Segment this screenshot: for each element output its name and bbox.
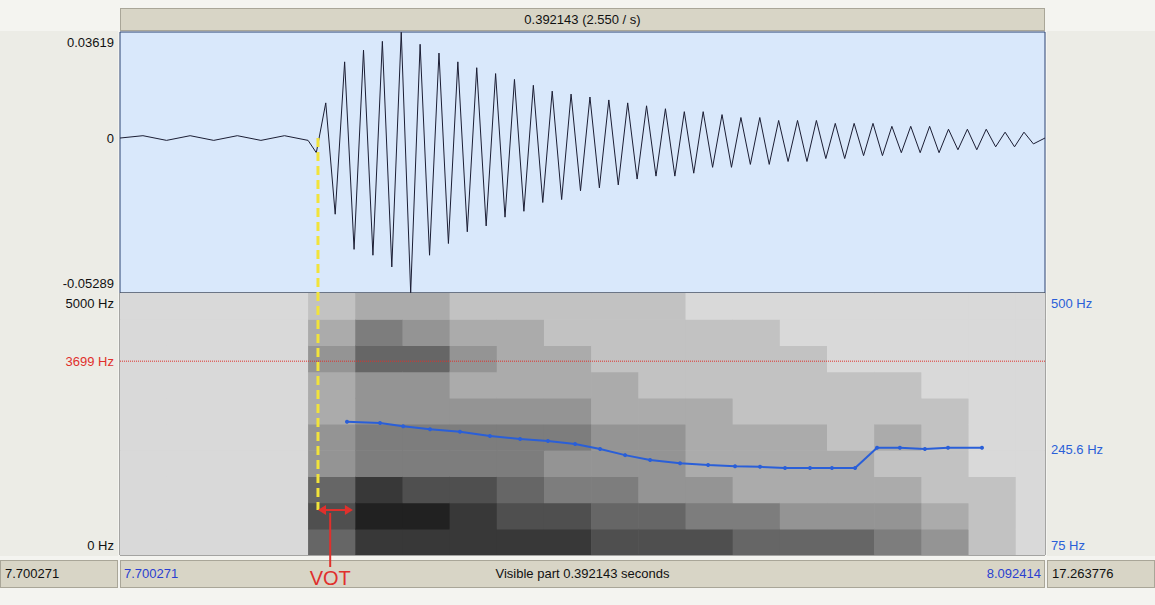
html-text:7.700271: 7.700271 — [124, 566, 179, 581]
svg-text:75 Hz: 75 Hz — [1051, 538, 1085, 553]
svg-text:-0.05289: -0.05289 — [63, 276, 114, 291]
svg-text:0 Hz: 0 Hz — [87, 538, 114, 553]
svg-text:0.03619: 0.03619 — [67, 35, 114, 50]
html-text:0.392143 (2.550 / s): 0.392143 (2.550 / s) — [524, 12, 641, 27]
html-text:17.263776: 17.263776 — [1052, 566, 1114, 581]
svg-text:3699 Hz: 3699 Hz — [66, 354, 114, 369]
svg-text:245.6 Hz: 245.6 Hz — [1051, 442, 1103, 457]
html-text:8.092414: 8.092414 — [986, 566, 1041, 581]
svg-text:0: 0 — [107, 131, 114, 146]
html-text:Visible part 0.392143 seconds: Visible part 0.392143 seconds — [495, 566, 670, 581]
svg-text:500 Hz: 500 Hz — [1051, 296, 1092, 311]
html-text:7.700271: 7.700271 — [5, 566, 60, 581]
svg-text:VOT: VOT — [310, 567, 351, 589]
svg-text:5000 Hz: 5000 Hz — [66, 296, 114, 311]
